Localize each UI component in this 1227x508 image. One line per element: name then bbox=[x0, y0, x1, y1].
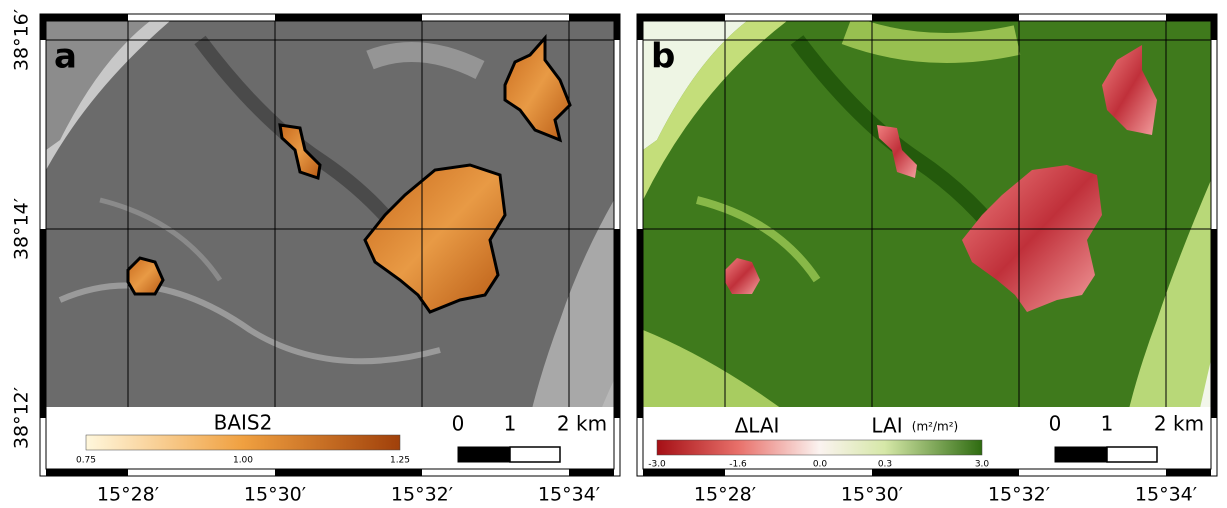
panel-b: b 15°28′ 15°30′ 15°32′ 15°34′ ΔLAI LAI (m²/m²) -… bbox=[637, 14, 1217, 506]
colorbar-title: (m²/m²) bbox=[912, 420, 958, 434]
x-tick-label: 15°34′ bbox=[538, 484, 600, 506]
frame-bar bbox=[1166, 14, 1217, 21]
frame-bar bbox=[637, 14, 725, 21]
colorbar-tick-label: 0.75 bbox=[76, 456, 96, 466]
frame-bar bbox=[872, 469, 1019, 476]
x-tick-label: 15°28′ bbox=[97, 484, 159, 506]
colorbar-tick-label: 0.3 bbox=[878, 460, 892, 470]
frame-bar bbox=[1019, 14, 1166, 21]
frame-bar bbox=[637, 229, 643, 418]
x-tick-label: 15°30′ bbox=[841, 484, 903, 506]
frame-bar bbox=[1211, 229, 1217, 418]
panel-label: b bbox=[651, 37, 675, 77]
frame-bar bbox=[872, 14, 1019, 21]
frame-bar bbox=[637, 418, 643, 476]
map-image bbox=[46, 21, 614, 469]
frame-bar bbox=[275, 14, 422, 21]
frame-bar bbox=[40, 40, 46, 229]
frame-bar bbox=[275, 469, 422, 476]
frame-bar bbox=[725, 14, 872, 21]
frame-bar bbox=[1211, 40, 1217, 229]
frame-bar bbox=[614, 229, 620, 418]
x-tick-label: 15°30′ bbox=[244, 484, 306, 506]
x-tick-label: 15°34′ bbox=[1135, 484, 1197, 506]
colorbar-tick-label: 1.00 bbox=[233, 456, 253, 466]
y-tick-label: 38°14′ bbox=[11, 198, 33, 260]
y-tick-label: 38°16′ bbox=[11, 9, 33, 71]
colorbar-tick-label: -3.0 bbox=[648, 460, 666, 470]
frame-bar bbox=[1019, 469, 1166, 476]
frame-bar bbox=[614, 40, 620, 229]
x-tick-label: 15°32′ bbox=[988, 484, 1050, 506]
frame-bar bbox=[569, 14, 620, 21]
frame-bar bbox=[725, 469, 872, 476]
frame-bar bbox=[40, 229, 46, 418]
scalebar-label: 1 bbox=[504, 412, 517, 436]
scalebar-white bbox=[1107, 447, 1157, 462]
scalebar-label: 0 bbox=[1049, 412, 1062, 436]
scalebar-black bbox=[458, 447, 510, 462]
scalebar-label: 2 km bbox=[1154, 412, 1204, 436]
frame-bar bbox=[1211, 418, 1217, 476]
frame-bar bbox=[40, 14, 46, 40]
colorbar bbox=[657, 440, 982, 455]
scalebar-label: 0 bbox=[452, 412, 465, 436]
colorbar-tick-label: 1.25 bbox=[390, 456, 410, 466]
frame-bar bbox=[422, 14, 569, 21]
frame-bar bbox=[569, 469, 620, 476]
frame-bar bbox=[40, 469, 128, 476]
scalebar-label: 1 bbox=[1101, 412, 1114, 436]
map-image bbox=[643, 21, 1211, 469]
scalebar-white bbox=[510, 447, 560, 462]
colorbar-title: LAI bbox=[871, 414, 902, 438]
frame-bar bbox=[422, 469, 569, 476]
x-tick-label: 15°28′ bbox=[694, 484, 756, 506]
colorbar-tick-label: 3.0 bbox=[975, 460, 990, 470]
colorbar-title: BAIS2 bbox=[214, 411, 273, 435]
frame-bar bbox=[1211, 14, 1217, 40]
y-tick-label: 38°12′ bbox=[11, 387, 33, 449]
x-tick-label: 15°32′ bbox=[391, 484, 453, 506]
frame-bar bbox=[637, 469, 725, 476]
frame-bar bbox=[637, 14, 643, 40]
frame-bar bbox=[614, 14, 620, 40]
scalebar-black bbox=[1055, 447, 1107, 462]
page: a 15°28′ 15°30′ 15°32′ 15°34′ BAIS2 0.75 1.00 1.… bbox=[0, 0, 1227, 508]
colorbar-title: ΔLAI bbox=[735, 414, 780, 438]
colorbar bbox=[86, 435, 400, 450]
panel-label: a bbox=[54, 37, 77, 77]
figure: a 15°28′ 15°30′ 15°32′ 15°34′ BAIS2 0.75 1.00 1.… bbox=[0, 0, 1227, 508]
frame-bar bbox=[614, 418, 620, 476]
frame-bar bbox=[637, 40, 643, 229]
scalebar-label: 2 km bbox=[557, 412, 607, 436]
panel-a: a 15°28′ 15°30′ 15°32′ 15°34′ BAIS2 0.75 1.00 1.… bbox=[40, 14, 620, 506]
frame-bar bbox=[128, 14, 275, 21]
colorbar-tick-label: -1.6 bbox=[729, 460, 747, 470]
frame-bar bbox=[128, 469, 275, 476]
frame-bar bbox=[40, 418, 46, 476]
colorbar-tick-label: 0.0 bbox=[813, 460, 828, 470]
frame-bar bbox=[1166, 469, 1217, 476]
frame-bar bbox=[40, 14, 128, 21]
